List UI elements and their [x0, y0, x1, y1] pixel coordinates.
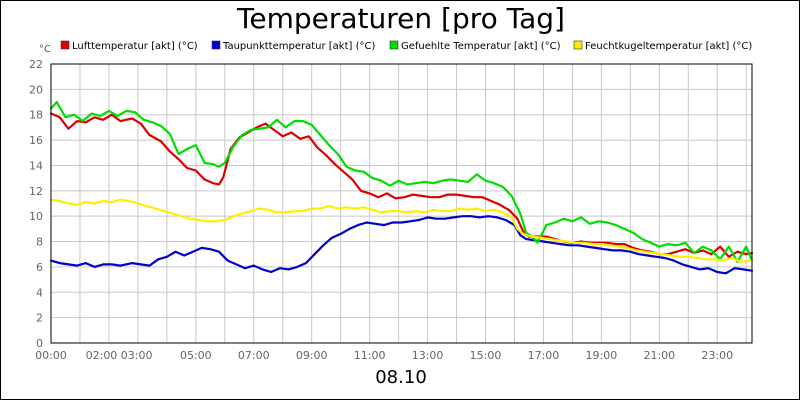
- y-tick-label: 8: [36, 236, 43, 249]
- y-tick-label: 20: [29, 83, 43, 96]
- y-tick-label: 16: [29, 134, 43, 147]
- x-tick-label: 23:00: [701, 349, 733, 362]
- x-tick-label: 11:00: [354, 349, 386, 362]
- chart-date-label: 08.10: [375, 367, 427, 388]
- y-tick-label: 2: [36, 312, 43, 325]
- series-line-2: [49, 215, 754, 275]
- legend-swatch-2: [211, 40, 221, 50]
- y-tick-label: 22: [29, 58, 43, 71]
- x-tick-label: 09:00: [296, 349, 328, 362]
- legend-label-1: Lufttemperatur [akt] (°C): [72, 41, 198, 52]
- y-tick-label: 12: [29, 185, 43, 198]
- y-tick-label: 14: [29, 159, 43, 172]
- y-tick-label: 0: [36, 337, 43, 350]
- y-tick-label: 4: [36, 286, 43, 299]
- series-group: [49, 100, 754, 275]
- x-tick-label: 15:00: [470, 349, 502, 362]
- legend-label-3: Gefuehlte Temperatur [akt] (°C): [401, 41, 561, 52]
- x-tick-label: 13:00: [412, 349, 444, 362]
- x-tick-label: 21:00: [643, 349, 675, 362]
- plot-border: [50, 63, 753, 344]
- x-tick-label: 05:00: [180, 349, 212, 362]
- grid: [50, 63, 752, 344]
- y-tick-label: 18: [29, 109, 43, 122]
- x-tick-label: 17:00: [528, 349, 560, 362]
- y-axis: 0 2 4 6 8 10 12 14 16 18 20 22: [29, 58, 43, 350]
- series-line-4: [49, 198, 754, 263]
- y-unit-label: °C: [39, 44, 51, 55]
- x-tick-label: 02:00 03:00: [86, 349, 153, 362]
- x-tick-label: 07:00: [238, 349, 270, 362]
- series-line-3: [49, 100, 754, 263]
- plot-area: [51, 64, 752, 343]
- legend-label-2: Taupunkttemperatur [akt] (°C): [222, 41, 375, 52]
- legend-swatch-1: [60, 40, 70, 50]
- y-tick-label: 6: [36, 261, 43, 274]
- legend-swatch-3: [389, 40, 399, 50]
- legend-label-4: Feuchtkugeltemperatur [akt] (°C): [585, 41, 752, 52]
- x-tick-label: 00:00: [35, 349, 67, 362]
- legend-swatch-4: [573, 40, 583, 50]
- chart-title: Temperaturen [pro Tag]: [237, 2, 565, 35]
- series-line-1: [49, 112, 754, 258]
- x-tick-label: 19:00: [586, 349, 618, 362]
- x-axis: 00:00 02:00 03:00 05:00 07:00 09:00 11:00 13:0…: [35, 349, 733, 362]
- legend: Lufttemperatur [akt] (°C) Taupunkttempera…: [60, 40, 752, 52]
- y-tick-label: 10: [29, 210, 43, 223]
